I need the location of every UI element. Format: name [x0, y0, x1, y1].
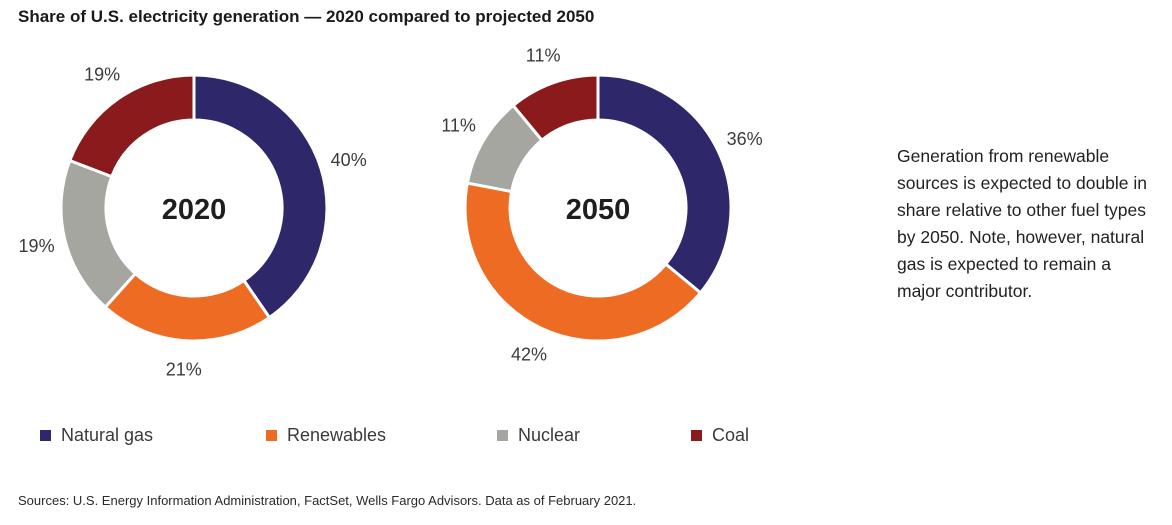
slice-2020-coal — [67, 73, 196, 179]
donut-center-label: 2050 — [566, 194, 631, 226]
data-label-2050-natural-gas: 36% — [727, 129, 763, 149]
slice-2020-renewables — [103, 271, 272, 343]
donut-chart-2050: 36% 42% 11% 11% 2050 — [441, 46, 762, 365]
legend-item-renewables: Renewables — [266, 425, 386, 446]
slice-2020-nuclear — [59, 158, 138, 310]
slice-2020-natural-gas — [192, 73, 329, 320]
legend-item-nuclear: Nuclear — [497, 425, 580, 446]
data-label-2050-renewables: 42% — [511, 345, 547, 365]
legend-swatch-nuclear — [497, 430, 508, 441]
slice-2050-natural-gas — [596, 73, 733, 295]
chart-title: Share of U.S. electricity generation — 2… — [18, 7, 595, 26]
legend-swatch-renewables — [266, 430, 277, 441]
legend-label: Natural gas — [61, 425, 154, 445]
data-label-2020-natural-gas: 40% — [331, 150, 367, 170]
commentary-text: Generation from renewable sources is exp… — [897, 146, 1148, 301]
slice-2050-coal — [511, 73, 600, 143]
legend-label: Renewables — [287, 425, 387, 445]
slice-2050-renewables — [463, 181, 703, 343]
data-label-2050-coal: 11% — [526, 46, 561, 66]
donut-center-label: 2020 — [162, 194, 227, 226]
legend-item-coal: Coal — [691, 425, 749, 446]
data-label-2020-renewables: 21% — [166, 360, 202, 380]
data-label-2020-coal: 19% — [84, 65, 120, 85]
donut-chart-2020: 40% 21% 19% 19% 2020 — [19, 65, 367, 380]
legend-label: Coal — [712, 425, 750, 445]
legend-label: Nuclear — [518, 425, 581, 445]
source-note: Sources: U.S. Energy Information Adminis… — [18, 493, 637, 508]
data-label-2020-nuclear: 19% — [19, 236, 55, 256]
data-label-2050-nuclear: 11% — [441, 116, 476, 136]
legend-swatch-coal — [691, 430, 702, 441]
legend: Natural gas Renewables Nuclear Coal — [40, 425, 800, 451]
legend-swatch-natural-gas — [40, 430, 51, 441]
legend-item-natural-gas: Natural gas — [40, 425, 153, 446]
